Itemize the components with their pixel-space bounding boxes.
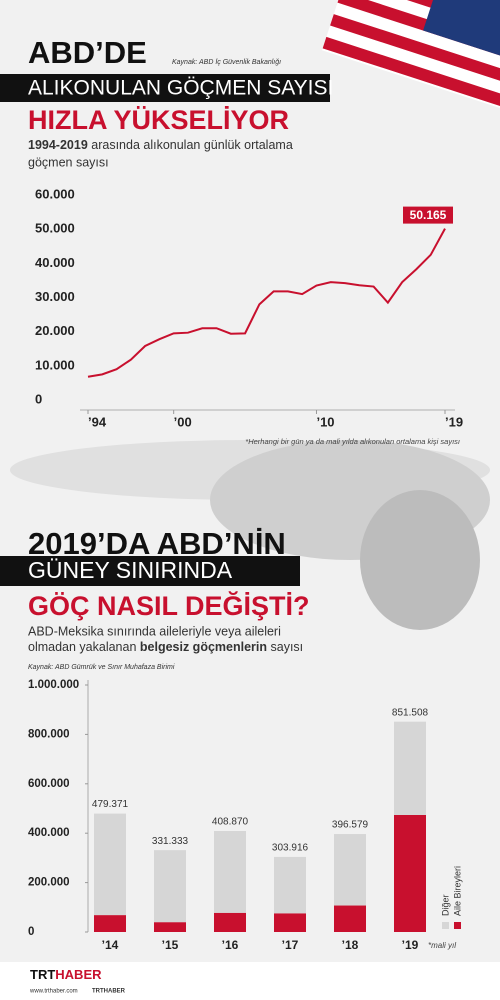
y-tick-label: 200.000 [28, 877, 70, 889]
logo: TRTHABER [30, 967, 102, 982]
section-title: GÜNEY SINIRINDA [28, 557, 233, 583]
subtitle: olmadan yakalanan belgesiz göçmenlerin s… [28, 640, 303, 654]
y-tick-label: 30.000 [35, 289, 75, 304]
x-tick-label: ’17 [282, 938, 299, 952]
bar-segment [334, 905, 366, 932]
bar-segment [274, 856, 306, 914]
subtitle: ABD-Meksika sınırında aileleriyle veya a… [28, 624, 281, 638]
crowd-silhouette [10, 440, 490, 630]
section-title: HIZLA YÜKSELİYOR [28, 105, 289, 135]
section-title: GÖÇ NASIL DEĞİŞTİ? [28, 590, 310, 621]
value-label-box [403, 206, 453, 224]
x-tick-label: ’10 [316, 414, 334, 429]
line [87, 228, 446, 378]
x-tick-label: ’15 [162, 938, 179, 952]
y-tick-label: 20.000 [35, 323, 75, 338]
y-tick-label: 10.000 [35, 357, 75, 372]
legend-label: Diğer [440, 894, 450, 916]
bar-segment [214, 831, 246, 913]
source: Kaynak: ABD İç Güvenlik Bakanlığı [172, 58, 281, 66]
section-title: ABD’DE [28, 35, 147, 70]
total-label: 479.371 [92, 799, 129, 810]
subtitle-bold: 1994-2019 [28, 138, 88, 152]
logo-left: TRT [30, 967, 55, 982]
y-tick-label: 400.000 [28, 827, 70, 839]
value-label: 50.165 [410, 208, 447, 222]
total-label: 331.333 [152, 836, 189, 847]
bar-segment [214, 912, 246, 932]
total-label: 408.870 [212, 817, 249, 828]
x-tick-label: ’00 [174, 414, 192, 429]
note: *mali yıl [428, 941, 456, 950]
logo-right: HABER [55, 967, 102, 982]
source: Kaynak: ABD Gümrük ve Sınır Muhafaza Bir… [28, 664, 175, 671]
bar-segment [154, 850, 186, 923]
y-tick-label: 0 [35, 391, 42, 406]
bar-segment [94, 915, 126, 932]
bar-segment [94, 813, 126, 916]
flag [322, 0, 500, 113]
x-tick-label: ’19 [402, 938, 419, 952]
section-title: ALIKONULAN GÖÇMEN SAYISI [28, 77, 333, 100]
y-tick-label: 1.000.000 [28, 679, 79, 691]
subtitle: göçmen sayısı [28, 155, 109, 169]
handle: TRTHABER [92, 989, 126, 995]
bar-segment [394, 815, 426, 932]
title-band [0, 74, 330, 102]
x-tick-label: ’94 [88, 414, 107, 429]
website: www.trthaber.com [29, 989, 78, 995]
total-label: 851.508 [392, 707, 429, 718]
subtitle-text: olmadan yakalanan [28, 640, 140, 654]
legend-swatch [454, 922, 461, 929]
total-label: 396.579 [332, 820, 369, 831]
y-tick-label: 40.000 [35, 255, 75, 270]
y-tick-label: 0 [28, 926, 34, 938]
subtitle-text: sayısı [267, 640, 303, 654]
y-tick-label: 60.000 [35, 186, 75, 201]
y-tick-label: 800.000 [28, 728, 70, 740]
total-label: 303.916 [272, 843, 309, 854]
subtitle-text: arasında alıkonulan günlük ortalama [88, 138, 293, 152]
subtitle-bold: belgesiz göçmenlerin [140, 640, 267, 654]
x-tick-label: ’19 [445, 414, 463, 429]
title-band [0, 556, 300, 586]
y-tick-label: 600.000 [28, 778, 70, 790]
x-tick-label: ’14 [102, 938, 119, 952]
bar-segment [334, 834, 366, 906]
bar-segment [274, 913, 306, 932]
section-title: 2019’DA ABD’NİN [28, 526, 286, 561]
note: *Herhangi bir gün ya da mali yılda alıko… [245, 437, 460, 446]
bar-segment [394, 721, 426, 816]
subtitle: 1994-2019 arasında alıkonulan günlük ort… [28, 138, 293, 152]
y-tick-label: 50.000 [35, 221, 75, 236]
bar-segment [154, 922, 186, 932]
x-tick-label: ’18 [342, 938, 359, 952]
footer [0, 962, 500, 1000]
legend-label: Aile Bireyleri [452, 866, 462, 916]
legend-swatch [442, 922, 449, 929]
x-tick-label: ’16 [222, 938, 239, 952]
